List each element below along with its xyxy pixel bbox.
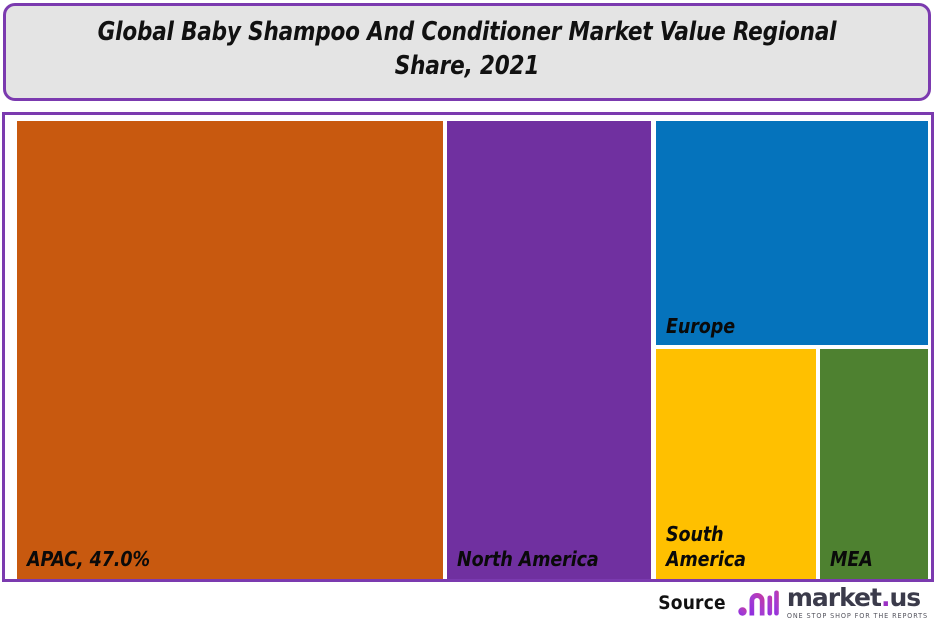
logo-word-market: market bbox=[786, 583, 882, 613]
logo-wordmark-text: market.us bbox=[786, 583, 921, 613]
treemap-tile-europe[interactable]: Europe bbox=[656, 121, 928, 345]
treemap-tile-label-mea: MEA bbox=[830, 547, 873, 571]
market-us-bars-logo-icon bbox=[738, 590, 779, 617]
page-title: Global Baby Shampoo And Conditioner Mark… bbox=[97, 16, 837, 81]
logo-word-us: us bbox=[889, 583, 921, 613]
market-us-wordmark: market.us ONE STOP SHOP FOR THE REPORTS bbox=[786, 583, 928, 620]
treemap-tile-label-apac: APAC, 47.0% bbox=[27, 547, 150, 571]
treemap-tile-label-north-america: North America bbox=[457, 547, 599, 571]
source-label: Source bbox=[658, 591, 726, 614]
treemap: APAC, 47.0% North America Europe South A… bbox=[5, 115, 937, 585]
chart-title-panel: Global Baby Shampoo And Conditioner Mark… bbox=[3, 3, 931, 101]
treemap-tile-mea[interactable]: MEA bbox=[820, 349, 928, 579]
treemap-tile-north-america[interactable]: North America bbox=[447, 121, 651, 579]
footer-source-bar: Source market.us ONE STOP SHOP FOR THE R… bbox=[0, 585, 940, 620]
treemap-tile-south-america[interactable]: South America bbox=[656, 349, 816, 579]
treemap-tile-label-south-america: South America bbox=[666, 522, 746, 571]
treemap-chart-panel: APAC, 47.0% North America Europe South A… bbox=[2, 112, 934, 582]
treemap-tile-label-europe: Europe bbox=[666, 314, 735, 338]
logo-tagline: ONE STOP SHOP FOR THE REPORTS bbox=[786, 610, 928, 620]
treemap-tile-apac[interactable]: APAC, 47.0% bbox=[17, 121, 443, 579]
logo-dot: . bbox=[880, 583, 890, 613]
market-us-logo[interactable]: market.us ONE STOP SHOP FOR THE REPORTS bbox=[738, 583, 928, 620]
